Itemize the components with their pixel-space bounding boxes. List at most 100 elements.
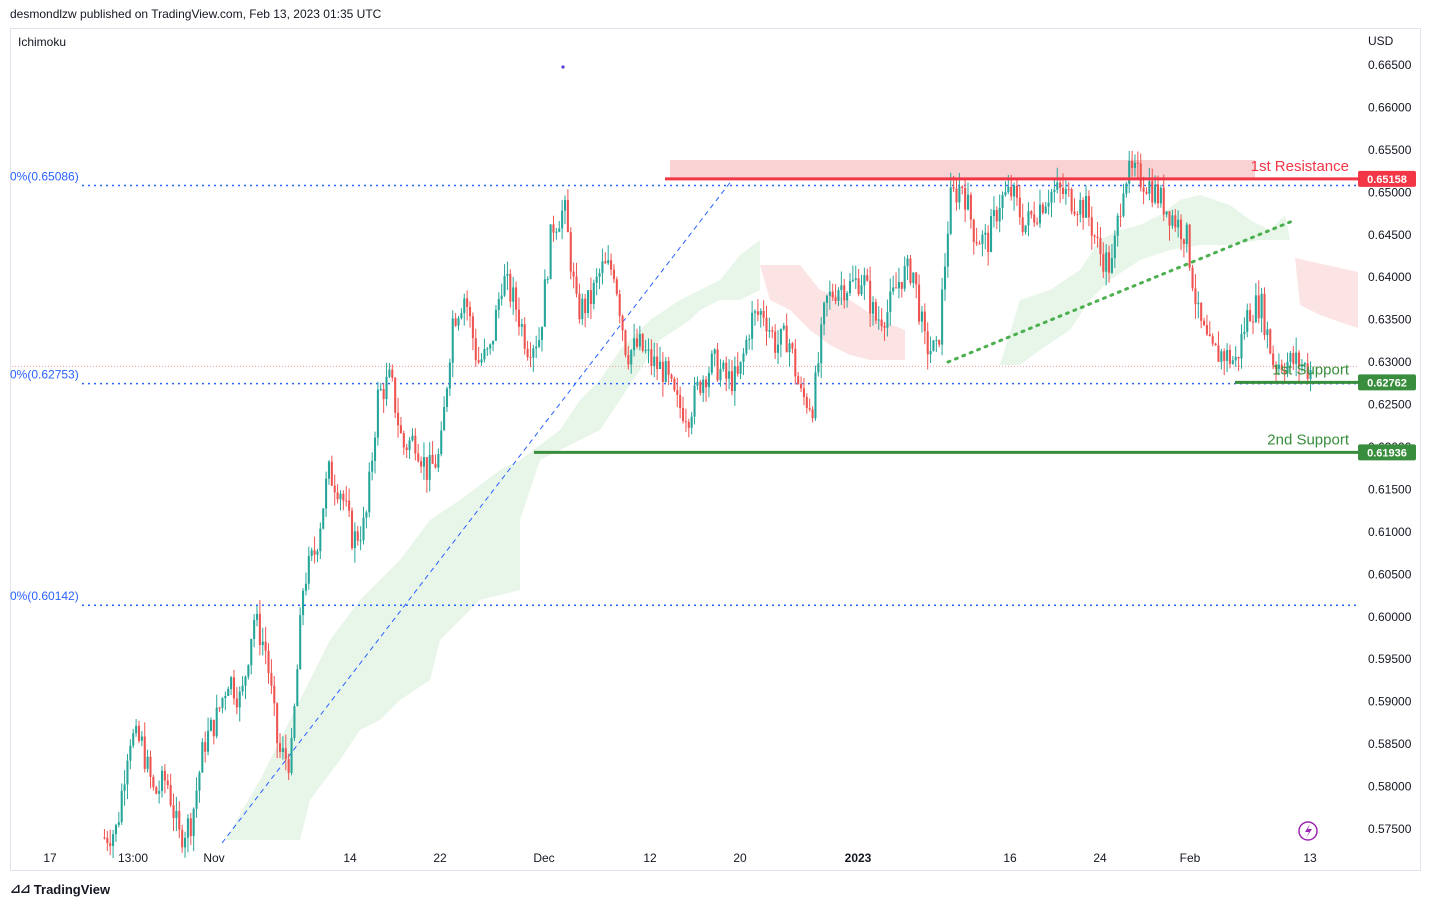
- candle-body: [175, 810, 178, 818]
- candle-body: [972, 219, 975, 243]
- candle-body: [1070, 189, 1073, 212]
- candle-body: [1082, 200, 1085, 218]
- candle-body: [679, 394, 682, 408]
- footer-brand: TradingView: [33, 881, 111, 897]
- candle-body: [1079, 200, 1082, 215]
- cloud-red-1: [760, 265, 905, 360]
- candle-body: [719, 368, 722, 381]
- candle-body: [322, 508, 325, 529]
- fib-level-label: 0%(0.65086): [10, 170, 79, 184]
- currency-label: USD: [1368, 34, 1394, 48]
- candle-body: [768, 330, 771, 332]
- candle-body: [892, 287, 895, 292]
- candle-body: [1185, 224, 1188, 245]
- candle-body: [572, 271, 575, 277]
- candle-body: [918, 284, 921, 322]
- candle-body: [463, 298, 466, 314]
- candle-body: [1076, 214, 1079, 216]
- candle-body: [748, 338, 751, 340]
- candle-body: [961, 186, 964, 189]
- candle-body: [1119, 215, 1122, 217]
- candle-body: [250, 639, 253, 666]
- y-tick-label: 0.64000: [1368, 270, 1412, 284]
- candle-body: [287, 759, 290, 773]
- candle-body: [477, 360, 480, 363]
- candle-body: [120, 790, 123, 823]
- replay-icon[interactable]: [1298, 821, 1318, 841]
- candle-body: [1203, 320, 1206, 326]
- y-tick-label: 0.65000: [1368, 185, 1412, 199]
- candle-body: [1286, 362, 1289, 374]
- candle-body: [402, 433, 405, 448]
- candle-body: [1177, 219, 1180, 228]
- candle-body: [529, 357, 532, 359]
- candle-body: [779, 328, 782, 345]
- candle-body: [152, 776, 155, 788]
- candle-body: [399, 425, 402, 434]
- candle-body: [1050, 191, 1053, 203]
- candle-body: [578, 293, 581, 320]
- candle-body: [1131, 160, 1134, 168]
- candle-body: [428, 455, 431, 480]
- candle-body: [1162, 187, 1165, 215]
- support-resistance-levels[interactable]: 1st Resistance 0.65158 1st Support 0.62762 2…: [534, 158, 1416, 461]
- y-tick-label: 0.59000: [1368, 695, 1412, 709]
- candle-body: [722, 362, 725, 369]
- y-tick-label: 0.58000: [1368, 780, 1412, 794]
- candle-body: [1133, 162, 1137, 168]
- candle-body: [117, 822, 120, 825]
- candle-body: [906, 258, 909, 267]
- rising-trendline[interactable]: [221, 179, 733, 844]
- candle-body: [601, 261, 604, 274]
- candle-body: [325, 478, 328, 509]
- candle-body: [946, 233, 949, 267]
- cloud-red-2: [1295, 258, 1358, 328]
- candle-body: [696, 381, 699, 386]
- candle-body: [647, 349, 650, 351]
- candle-body: [589, 290, 592, 304]
- candle-body: [558, 228, 561, 232]
- candle-body: [253, 619, 256, 640]
- ichimoku-cloud: [225, 195, 1358, 840]
- candle-body: [342, 493, 345, 501]
- candle-body: [834, 297, 837, 301]
- candle-body: [699, 381, 702, 393]
- candle-body: [762, 311, 765, 318]
- candle-body: [869, 280, 872, 314]
- x-tick-label: 2023: [845, 851, 872, 865]
- footer: ⊿⊿ TradingView: [10, 881, 110, 897]
- candle-body: [1047, 202, 1050, 207]
- candle-body: [1289, 353, 1292, 363]
- candle-body: [563, 200, 567, 211]
- candle-body: [753, 311, 757, 313]
- level-price-badge-text: 0.65158: [1367, 174, 1407, 186]
- candle-body: [846, 293, 849, 301]
- candle-body: [656, 356, 659, 369]
- candle-body: [540, 326, 544, 341]
- candle-body: [1096, 236, 1099, 239]
- candle-body: [1067, 189, 1070, 191]
- candle-body: [1300, 364, 1303, 367]
- candle-body: [802, 388, 805, 397]
- y-tick-label: 0.66000: [1368, 100, 1412, 114]
- candle-body: [811, 409, 814, 419]
- candle-body: [866, 275, 869, 281]
- candle-body: [1237, 356, 1240, 359]
- candle-body: [1064, 189, 1067, 195]
- candle-body: [751, 312, 754, 339]
- candle-body: [140, 736, 143, 741]
- candle-body: [575, 276, 578, 294]
- level-label: 1st Resistance: [1251, 158, 1349, 175]
- x-tick-label: Feb: [1180, 851, 1201, 865]
- price-chart[interactable]: 0.66500 0.66000 0.65500 0.65000 0.64500 0.640…: [0, 0, 1432, 880]
- candle-body: [966, 194, 970, 210]
- candle-body: [823, 302, 826, 325]
- candle-body: [1197, 302, 1200, 305]
- candle-body: [1073, 211, 1076, 215]
- candle-body: [385, 376, 388, 399]
- candle-body: [276, 703, 279, 744]
- candle-body: [181, 829, 184, 848]
- candle-body: [1056, 182, 1059, 190]
- candle-body: [304, 583, 307, 591]
- support-trendline[interactable]: [946, 218, 1297, 364]
